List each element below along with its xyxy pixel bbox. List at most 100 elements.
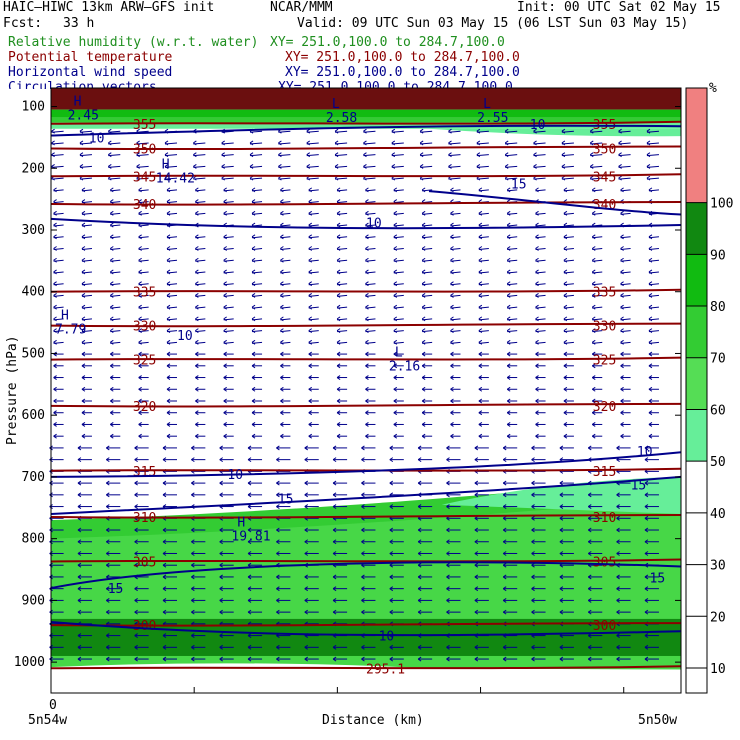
wind-vector-head [106, 633, 110, 639]
wind-vector-head [251, 398, 256, 404]
wind-vector-head [249, 163, 254, 169]
wind-vector-head [191, 562, 195, 568]
wind-vector-head [223, 199, 227, 205]
wind-vector-head [251, 410, 256, 416]
wind-vector-head [336, 433, 341, 439]
wind-vector-head [134, 539, 138, 545]
wind-vector-head [620, 281, 624, 287]
theta-contour-label: 330 [593, 320, 616, 335]
wind-vector-head [506, 351, 511, 357]
theta-contour-label: 305 [133, 556, 156, 571]
theta-contour-label: 305 [593, 556, 616, 571]
wind-vector-head [223, 351, 227, 357]
wind-vector-head [589, 175, 594, 181]
wind-vector-head [334, 128, 339, 134]
wind-vector-head [450, 433, 454, 439]
wind-vector-head [77, 527, 82, 533]
wind-vector-head [533, 152, 537, 158]
wind-vector-head [223, 293, 227, 298]
wind-vector-head [191, 551, 195, 556]
theta-contour-label: 320 [593, 400, 616, 415]
wind-vector-head [219, 597, 223, 603]
wind-vector-head [249, 152, 254, 158]
wind-vector-head [389, 586, 394, 592]
wind-vector-head [502, 656, 507, 662]
wind-vector-head [332, 586, 337, 592]
wind-vector-head [478, 234, 483, 240]
wind-vector-head [535, 328, 539, 334]
wind-vector-head [474, 609, 479, 615]
wind-vector-head [502, 644, 507, 650]
wind-vector-head [332, 644, 337, 650]
wind-vector-head [648, 339, 653, 345]
wind-vector-head [474, 644, 479, 650]
wind-vector-head [77, 656, 82, 662]
wind-vector-head [332, 527, 337, 533]
wind-vector-head [591, 375, 596, 380]
wind-vector-head [535, 293, 539, 298]
wind-vector-head [504, 140, 509, 146]
wind-vector-head [474, 445, 479, 451]
wind-vector-head [365, 210, 369, 216]
wind-vector-head [219, 492, 223, 498]
wind-vector-head [417, 656, 422, 662]
wind-vector-head [332, 445, 337, 451]
wind-vector-head [280, 269, 284, 275]
wind-vector-head [53, 257, 57, 263]
wind-vector-head [53, 246, 57, 251]
wind-vector-head [393, 293, 398, 298]
wind-vector-head [616, 539, 620, 545]
wind-vector-head [535, 269, 539, 275]
wind-vector-head [280, 328, 284, 334]
wind-vector-head [648, 410, 653, 416]
wind-vector-head [531, 656, 535, 662]
wind-vector-head [535, 187, 539, 193]
colorbar: 10 20 30 40 50 60 70 80 90 100% [685, 81, 733, 694]
wind-vector-head [251, 199, 256, 205]
wind-vector-head [450, 316, 454, 322]
wind-vector-head [77, 574, 82, 580]
wind-vector-head [110, 375, 114, 380]
wind-vector-head [365, 269, 369, 275]
wind-vector-head [587, 586, 592, 592]
wind-vector-head [506, 398, 511, 404]
wind-vector-head [506, 293, 511, 298]
wind-vector-head [531, 527, 535, 533]
wind-vector-head [446, 551, 450, 556]
colorbar-bin [686, 409, 707, 462]
wind-vector-head [280, 304, 284, 310]
wind-vector-head [393, 257, 398, 263]
wind-vector-head [365, 398, 369, 404]
wind-vector-head [478, 422, 483, 427]
wind-vector-head [589, 163, 594, 169]
wind-vector-head [448, 140, 452, 146]
wind-vector-head [195, 328, 199, 334]
wind-vector-head [531, 551, 535, 556]
wind-vector-head [417, 504, 422, 509]
wind-vector-head [393, 398, 398, 404]
wind-vector-head [195, 293, 199, 298]
wind-vector-head [166, 339, 171, 345]
wind-vector-head [474, 539, 479, 545]
wind-vector-head [251, 234, 256, 240]
wind-vector-head [365, 410, 369, 416]
wind-vector-head [166, 328, 171, 334]
plot-frame [50, 87, 682, 694]
wind-vector-head [446, 644, 450, 650]
theta-contour-label: 300 [133, 619, 156, 634]
wind-vector-head [644, 480, 649, 486]
wind-vector-head [616, 633, 620, 639]
wind-vector-head [361, 574, 365, 580]
wind-vector-head [162, 644, 167, 650]
wind-vector-head [219, 644, 223, 650]
wind-vector-head [106, 597, 110, 603]
wind-vector-head [616, 515, 620, 521]
wind-vector-head [450, 234, 454, 240]
wind-vector-head [308, 386, 313, 392]
wind-vector-head [365, 316, 369, 322]
wind-vector-head [421, 257, 426, 263]
wind-vector-head [535, 386, 539, 392]
wind-vector-head [251, 316, 256, 322]
wind-vector-head [389, 457, 394, 463]
